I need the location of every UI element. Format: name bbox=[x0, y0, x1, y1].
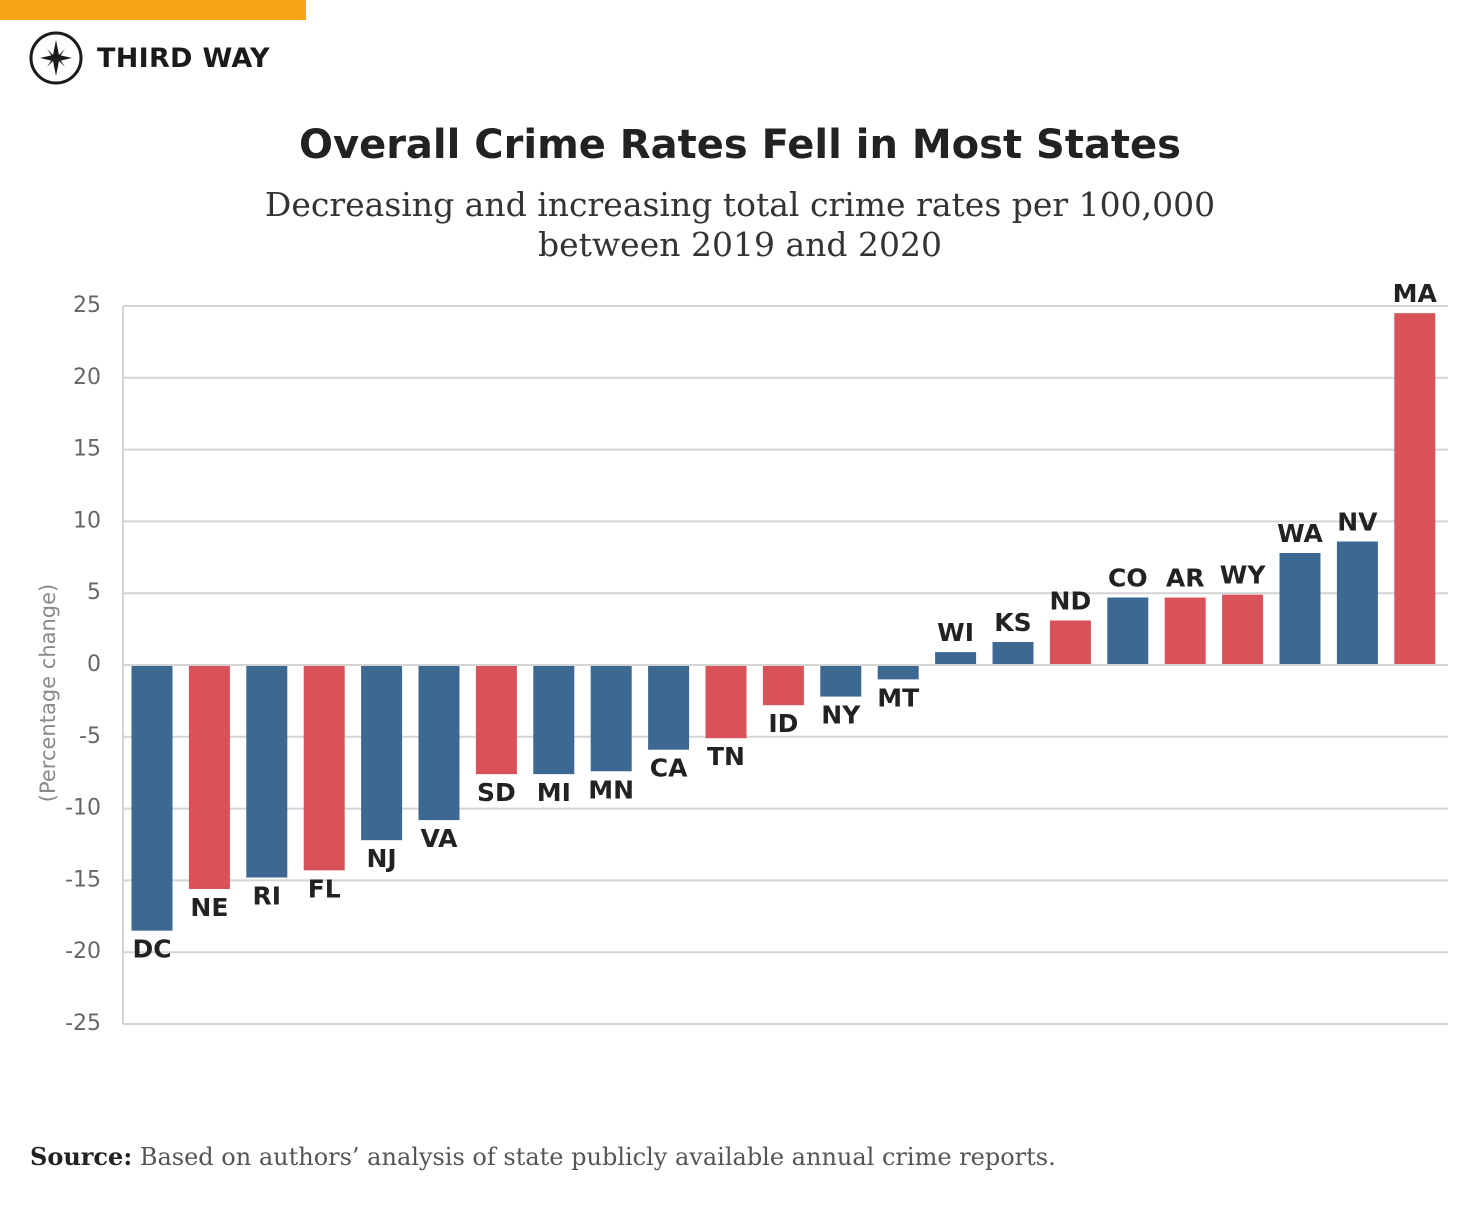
bar-label-nv: NV bbox=[1337, 508, 1378, 537]
bar-label-dc: DC bbox=[132, 935, 171, 964]
bar-label-ks: KS bbox=[994, 608, 1031, 637]
bar-label-mn: MN bbox=[588, 775, 634, 804]
bar-co bbox=[1107, 597, 1149, 665]
y-tick-label: 5 bbox=[87, 580, 101, 605]
bar-sd bbox=[475, 665, 517, 775]
accent-bar bbox=[0, 0, 306, 20]
bar-ks bbox=[992, 642, 1034, 665]
bar-mn bbox=[590, 665, 632, 772]
y-tick-label: -25 bbox=[65, 1011, 101, 1036]
subtitle-line-1: Decreasing and increasing total crime ra… bbox=[264, 185, 1216, 224]
bar-ma bbox=[1394, 313, 1436, 665]
bar-ca bbox=[648, 665, 690, 750]
bar-fl bbox=[303, 665, 345, 871]
bar-label-id: ID bbox=[768, 709, 798, 738]
y-tick-label: -10 bbox=[65, 796, 101, 821]
bar-label-va: VA bbox=[421, 824, 459, 853]
bar-nv bbox=[1336, 541, 1378, 665]
bar-nj bbox=[361, 665, 403, 841]
bar-label-ny: NY bbox=[821, 701, 861, 730]
bar-label-ne: NE bbox=[190, 893, 228, 922]
y-tick-label: 15 bbox=[73, 437, 101, 462]
bars bbox=[123, 313, 1448, 931]
source-note: Source: Based on authors’ analysis of st… bbox=[30, 1142, 1056, 1171]
brand: THIRD WAY bbox=[28, 30, 270, 86]
bar-id bbox=[762, 665, 804, 706]
bar-ar bbox=[1164, 597, 1206, 665]
bar-labels: DC NE RI FL NJ VA SD MI MN CA TN ID NY MT WI KS ND CO AR WY… bbox=[132, 279, 1437, 963]
y-tick-label: 20 bbox=[73, 365, 101, 390]
y-tick-label: -5 bbox=[79, 724, 101, 749]
bar-label-tn: TN bbox=[707, 742, 745, 771]
source-label: Source: bbox=[30, 1142, 133, 1171]
bar-label-ri: RI bbox=[253, 882, 282, 911]
y-tick-label: 25 bbox=[73, 293, 101, 318]
y-axis-label: (Percentage change) bbox=[36, 584, 60, 802]
bar-wa bbox=[1279, 552, 1321, 665]
subtitle-line-2: between 2019 and 2020 bbox=[538, 225, 942, 264]
bar-label-ma: MA bbox=[1393, 279, 1438, 308]
bar-mi bbox=[533, 665, 575, 775]
bar-label-co: CO bbox=[1108, 564, 1148, 593]
bar-wy bbox=[1222, 594, 1264, 665]
bar-label-wy: WY bbox=[1220, 561, 1267, 590]
y-tick-label: 0 bbox=[87, 652, 101, 677]
y-tick-label: 10 bbox=[73, 508, 101, 533]
bar-label-ar: AR bbox=[1166, 564, 1205, 593]
bar-va bbox=[418, 665, 460, 821]
y-tick-label: -15 bbox=[65, 867, 101, 892]
bar-label-sd: SD bbox=[477, 778, 516, 807]
bar-ny bbox=[820, 665, 862, 697]
source-text: Based on authors’ analysis of state publ… bbox=[139, 1143, 1056, 1171]
bar-label-mt: MT bbox=[877, 683, 919, 712]
bar-label-ca: CA bbox=[650, 754, 688, 783]
bar-tn bbox=[705, 665, 747, 739]
chart-title: Overall Crime Rates Fell in Most States bbox=[299, 122, 1181, 168]
bar-label-wa: WA bbox=[1277, 519, 1323, 548]
y-axis-ticks: 25 20 15 10 5 0 -5 -10 -15 -20 -25 bbox=[65, 293, 101, 1036]
bar-label-nj: NJ bbox=[366, 844, 396, 873]
bar-label-fl: FL bbox=[308, 874, 341, 903]
bar-label-mi: MI bbox=[537, 778, 571, 807]
bar-label-nd: ND bbox=[1050, 586, 1092, 615]
bar-ri bbox=[246, 665, 288, 878]
y-tick-label: -20 bbox=[65, 939, 101, 964]
bar-ne bbox=[188, 665, 230, 890]
brand-name: THIRD WAY bbox=[97, 42, 270, 74]
bar-nd bbox=[1049, 620, 1091, 665]
bar-dc bbox=[131, 665, 173, 931]
bar-wi bbox=[935, 652, 977, 665]
chart-subtitle: Decreasing and increasing total crime ra… bbox=[0, 185, 1480, 265]
bar-mt bbox=[877, 665, 919, 680]
compass-star-icon bbox=[29, 31, 83, 85]
bar-label-wi: WI bbox=[937, 618, 974, 647]
